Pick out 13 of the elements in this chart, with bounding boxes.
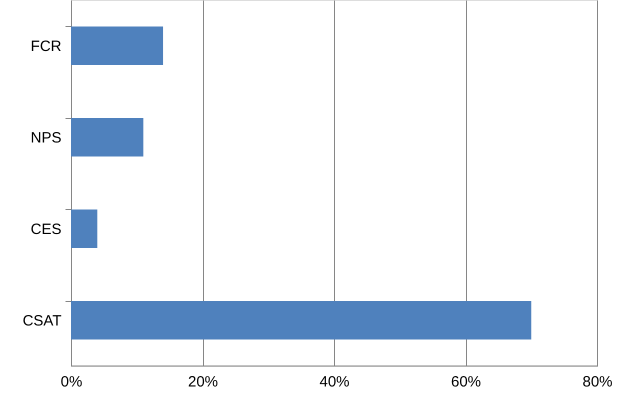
x-tick-label: 80% — [582, 374, 613, 390]
x-tick-label: 60% — [450, 374, 482, 390]
bar — [71, 26, 164, 65]
bar — [71, 301, 532, 340]
y-tick-label: FCR — [30, 38, 62, 55]
x-tick-label: 20% — [188, 374, 218, 390]
y-tick-label: CSAT — [22, 312, 62, 330]
x-tick-label: 0% — [60, 374, 82, 390]
bar — [71, 118, 144, 156]
x-tick-label: 40% — [319, 374, 350, 390]
y-tick-label: NPS — [30, 129, 62, 146]
y-tick-label: CES — [30, 220, 62, 238]
bar — [71, 210, 98, 248]
